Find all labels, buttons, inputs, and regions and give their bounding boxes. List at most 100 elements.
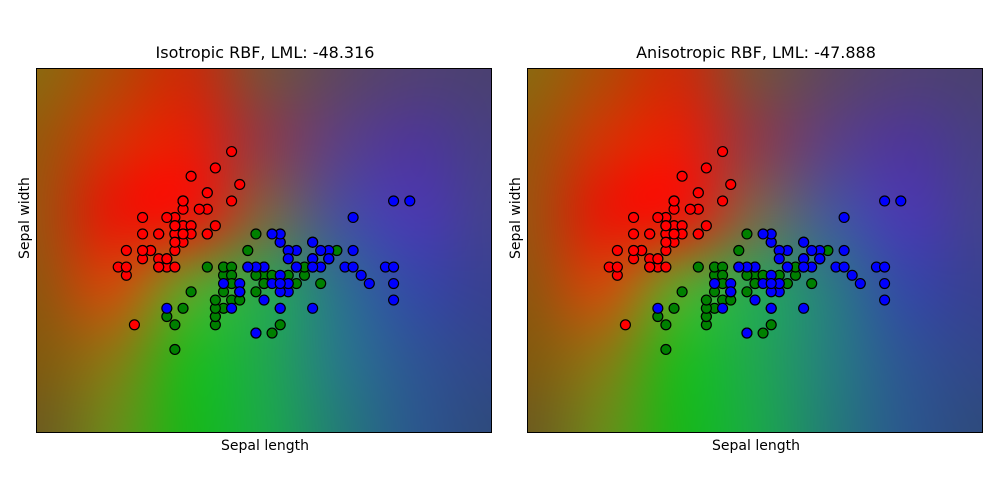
data-point-class-green bbox=[201, 261, 213, 273]
data-point-class-red bbox=[161, 211, 173, 224]
data-point-class-blue bbox=[307, 261, 319, 273]
data-point-class-blue bbox=[388, 261, 400, 273]
data-point-class-blue bbox=[388, 277, 400, 290]
data-point-class-green bbox=[806, 277, 818, 290]
data-point-class-blue bbox=[838, 261, 850, 273]
data-point-class-red bbox=[193, 203, 205, 215]
data-point-class-red bbox=[169, 220, 181, 232]
data-point-class-blue bbox=[217, 277, 230, 290]
data-point-class-red bbox=[660, 220, 672, 232]
data-point-class-blue bbox=[895, 195, 907, 207]
data-point-class-green bbox=[676, 286, 688, 298]
data-point-class-red bbox=[619, 319, 631, 331]
data-point-class-green bbox=[169, 343, 181, 356]
data-point-class-blue bbox=[773, 253, 785, 265]
data-point-class-green bbox=[185, 286, 197, 298]
data-point-class-green bbox=[765, 319, 777, 331]
data-point-class-green bbox=[250, 286, 262, 298]
data-point-class-blue bbox=[765, 302, 777, 314]
data-point-class-red bbox=[660, 261, 672, 273]
data-point-class-red bbox=[627, 244, 640, 257]
x-axis-label-anisotropic: Sepal length bbox=[712, 438, 800, 454]
data-point-class-red bbox=[644, 261, 656, 273]
data-point-class-red bbox=[692, 187, 704, 199]
data-point-class-red bbox=[177, 228, 189, 240]
data-point-class-blue bbox=[879, 277, 891, 290]
probability-background-canvas bbox=[37, 69, 491, 432]
data-point-class-red bbox=[668, 228, 680, 240]
data-point-class-blue bbox=[242, 261, 254, 273]
plot-title-anisotropic: Anisotropic RBF, LML: -47.888 bbox=[636, 43, 876, 62]
data-point-class-blue bbox=[258, 294, 270, 306]
data-point-class-blue bbox=[879, 294, 891, 306]
data-point-class-red bbox=[627, 228, 640, 240]
data-point-class-green bbox=[209, 294, 221, 306]
data-point-class-red bbox=[668, 195, 680, 207]
data-point-class-blue bbox=[274, 277, 286, 290]
data-point-class-blue bbox=[234, 286, 246, 298]
data-point-class-blue bbox=[652, 302, 664, 314]
data-point-class-green bbox=[692, 261, 704, 273]
data-point-class-red bbox=[234, 178, 246, 191]
data-point-class-red bbox=[717, 195, 729, 207]
data-point-class-green bbox=[733, 244, 745, 257]
data-point-class-blue bbox=[798, 236, 810, 248]
data-point-class-red bbox=[684, 203, 696, 215]
data-point-class-blue bbox=[838, 211, 850, 224]
data-point-class-red bbox=[120, 244, 132, 257]
data-point-class-red bbox=[120, 261, 132, 273]
data-point-class-blue bbox=[347, 244, 359, 257]
data-point-class-red bbox=[201, 228, 213, 240]
data-point-class-blue bbox=[765, 277, 777, 290]
data-point-class-red bbox=[209, 220, 221, 232]
data-point-class-green bbox=[741, 228, 753, 240]
data-point-class-red bbox=[611, 244, 623, 257]
scatter-layer bbox=[603, 145, 907, 356]
data-point-class-red bbox=[725, 178, 737, 191]
data-point-class-red bbox=[153, 261, 165, 273]
data-point-class-blue bbox=[347, 261, 359, 273]
data-point-class-blue bbox=[806, 244, 818, 257]
data-point-class-blue bbox=[733, 261, 745, 273]
data-point-class-red bbox=[136, 244, 149, 257]
data-point-class-blue bbox=[315, 244, 327, 257]
data-point-class-blue bbox=[798, 302, 810, 314]
data-point-class-red bbox=[652, 253, 664, 265]
data-point-class-green bbox=[741, 286, 753, 298]
data-point-class-red bbox=[692, 228, 704, 240]
data-point-class-green bbox=[668, 302, 680, 314]
data-point-class-blue bbox=[226, 302, 238, 314]
data-point-class-blue bbox=[161, 302, 173, 314]
data-point-class-red bbox=[185, 170, 197, 182]
data-point-class-blue bbox=[266, 228, 278, 240]
data-point-class-blue bbox=[307, 236, 319, 248]
data-point-class-blue bbox=[781, 261, 793, 273]
data-point-class-blue bbox=[363, 277, 375, 290]
data-point-class-blue bbox=[798, 261, 810, 273]
data-point-class-green bbox=[757, 327, 769, 339]
data-point-class-green bbox=[169, 319, 181, 331]
data-point-class-red bbox=[128, 319, 140, 331]
data-point-class-green bbox=[250, 228, 262, 240]
data-point-class-blue bbox=[749, 294, 761, 306]
data-point-class-blue bbox=[854, 277, 866, 290]
data-point-class-blue bbox=[290, 261, 302, 273]
data-point-class-blue bbox=[846, 269, 858, 281]
data-point-class-blue bbox=[388, 195, 400, 207]
data-point-class-green bbox=[242, 244, 254, 257]
data-point-class-green bbox=[315, 277, 327, 290]
y-axis-label-anisotropic: Sepal width bbox=[508, 177, 524, 259]
data-point-class-red bbox=[676, 170, 688, 182]
data-point-class-red bbox=[660, 236, 672, 248]
data-point-class-red bbox=[652, 211, 664, 224]
data-point-class-blue bbox=[355, 269, 367, 281]
data-point-class-green bbox=[274, 319, 286, 331]
data-point-class-blue bbox=[307, 302, 319, 314]
data-point-class-blue bbox=[879, 261, 891, 273]
data-point-class-blue bbox=[404, 195, 416, 207]
data-point-class-red bbox=[136, 211, 149, 224]
data-point-class-blue bbox=[274, 302, 286, 314]
data-point-class-red bbox=[161, 253, 173, 265]
data-point-class-red bbox=[177, 195, 189, 207]
probability-background-canvas bbox=[528, 69, 982, 432]
